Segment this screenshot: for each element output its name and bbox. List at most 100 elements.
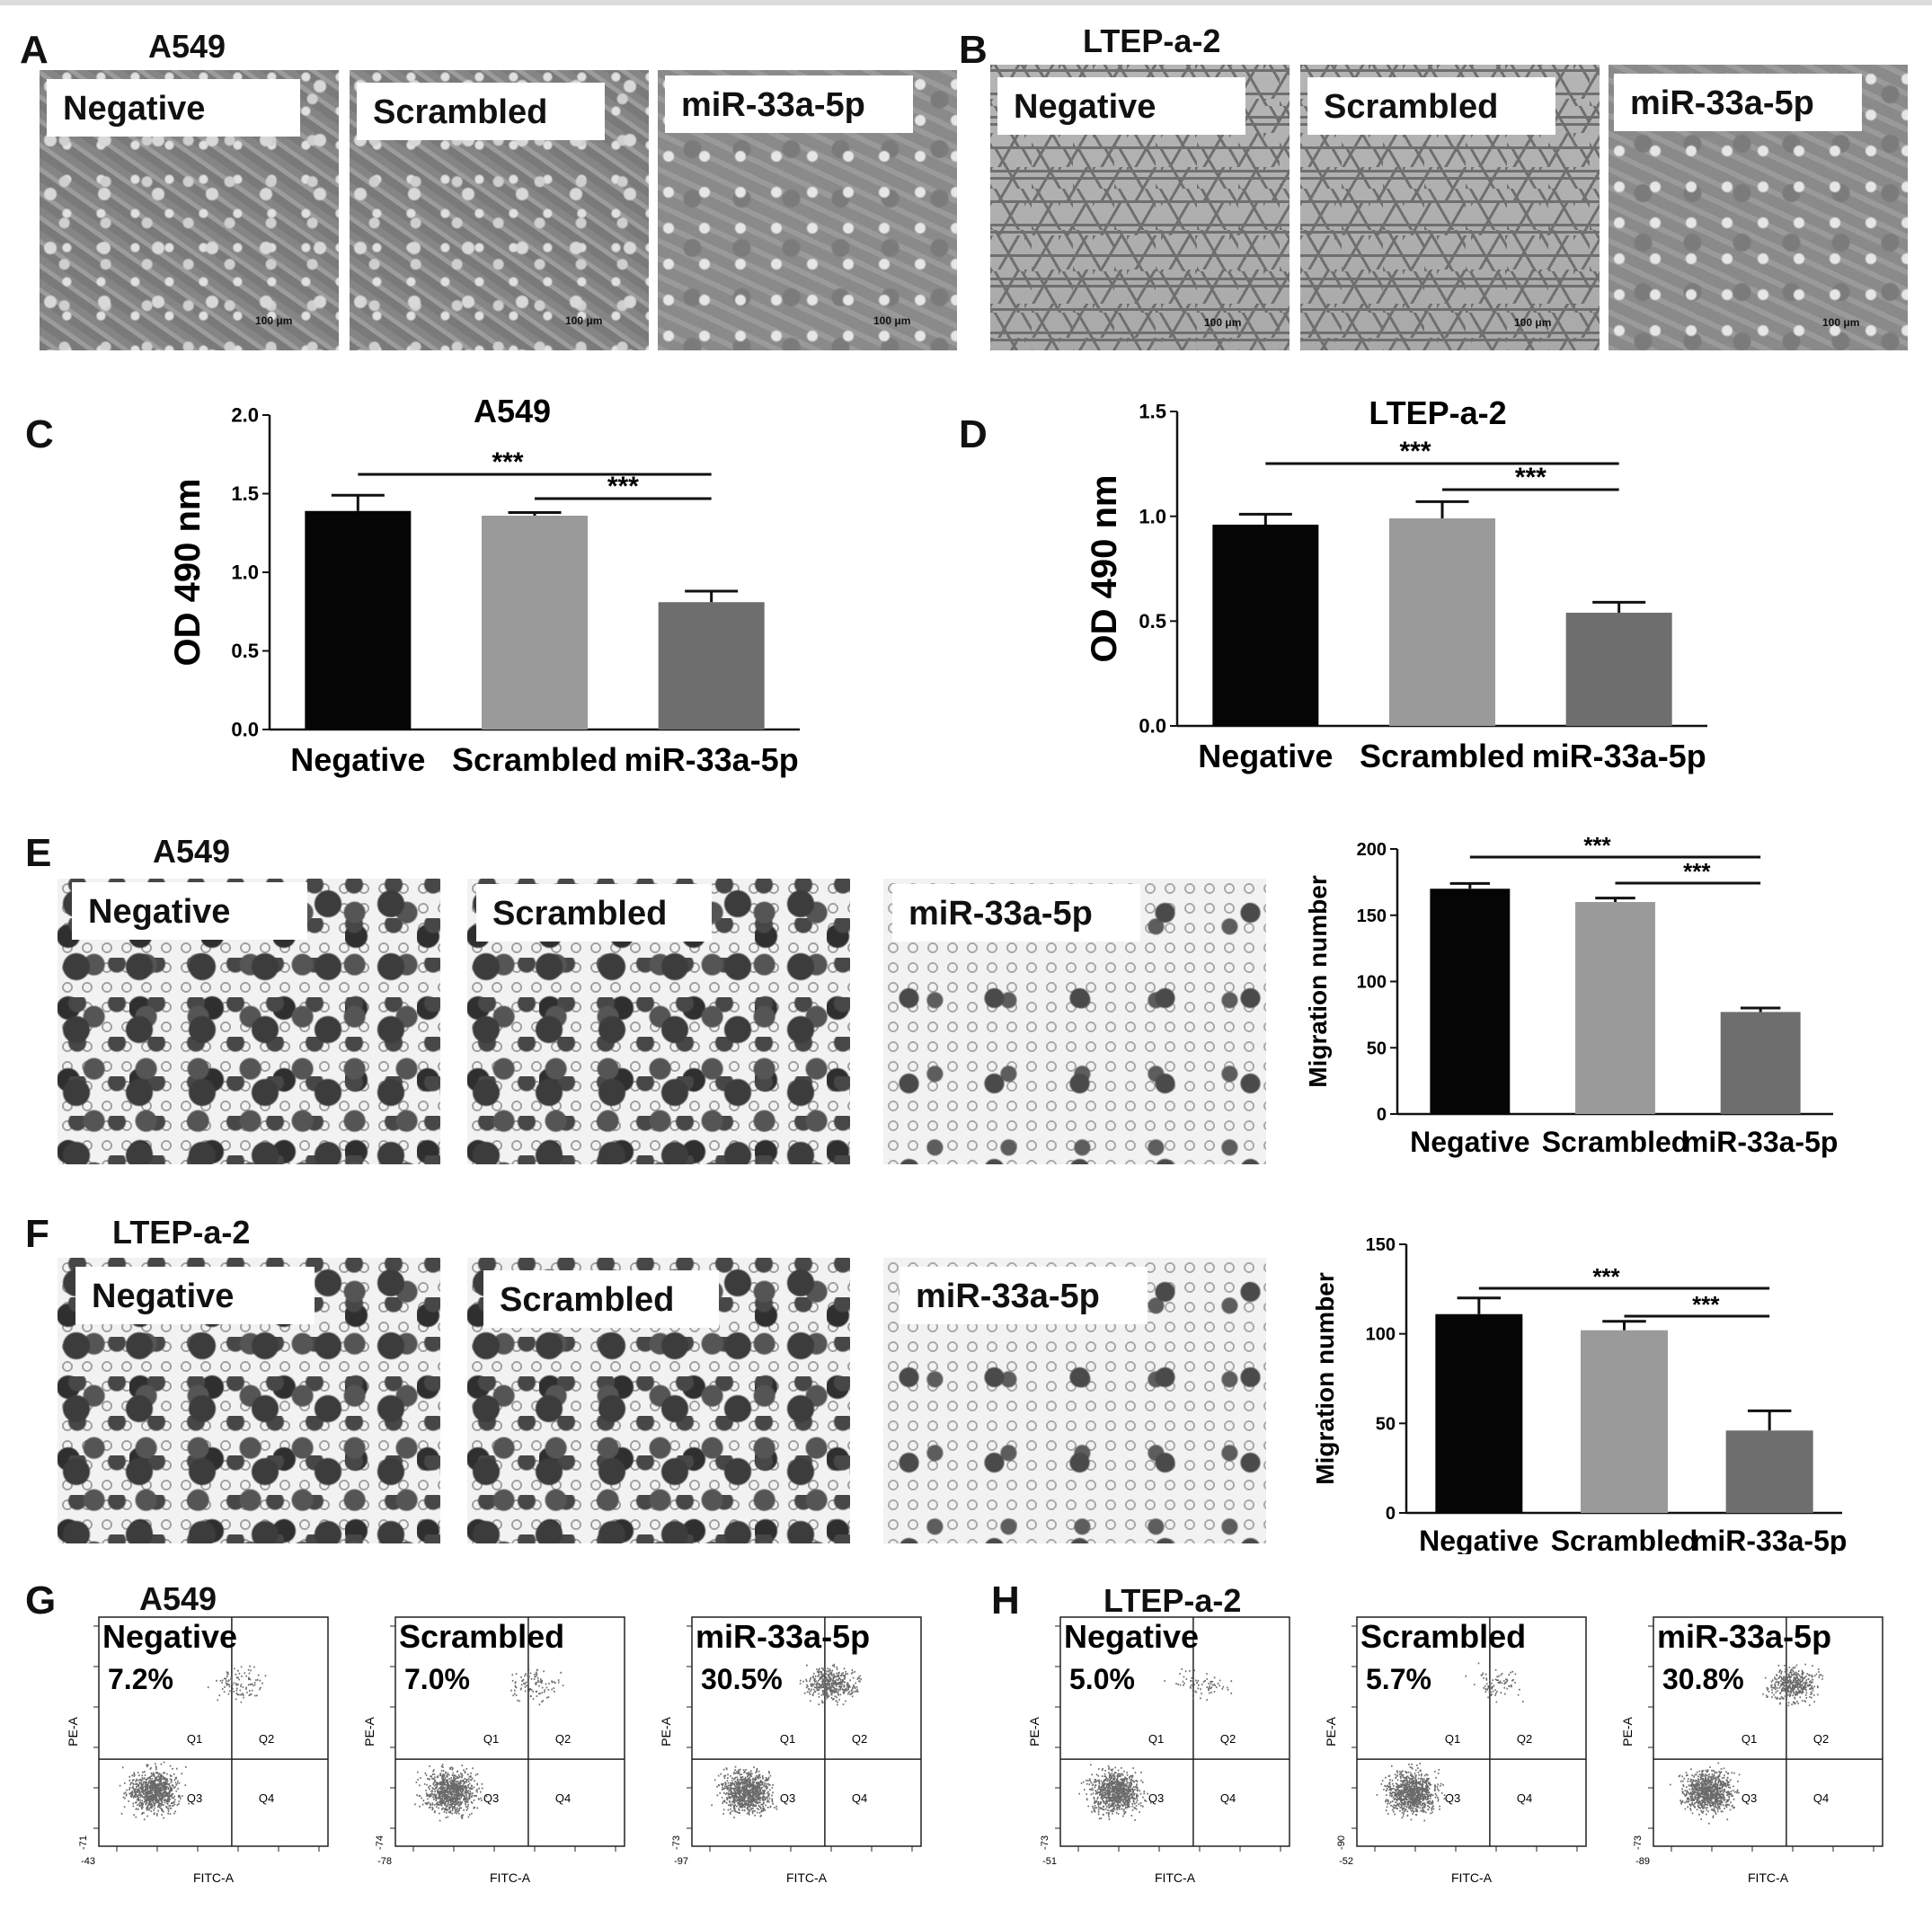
- quadrant-label: Q2: [1813, 1732, 1829, 1746]
- event-scatter: [1376, 1662, 1524, 1822]
- micrograph-b-scrambled: Scrambled 100 μm: [1300, 65, 1600, 350]
- y-tick-label: 50: [1376, 1414, 1396, 1434]
- y-axis-min: -74: [375, 1835, 386, 1850]
- quadrant-label: Q2: [852, 1732, 867, 1746]
- panel-letter-b: B: [959, 28, 988, 72]
- panel-e-cell-line: A549: [153, 833, 231, 870]
- bar-1: [1389, 518, 1495, 726]
- micrograph-b-negative: Negative 100 μm: [990, 65, 1289, 350]
- quadrant-label: Q1: [1445, 1732, 1460, 1746]
- y-tick-label: 0.0: [231, 719, 259, 741]
- chart-d-viability-ltepa2: 0.0 0.5 1.0 1.5 Negative Scrambled miR-33a-5p *…: [1085, 394, 1707, 774]
- image-label: miR-33a-5p: [900, 1267, 1148, 1324]
- y-axis-label: PE-A: [362, 1717, 377, 1746]
- panel-letter-e: E: [25, 831, 52, 875]
- y-tick-label: 100: [1357, 973, 1387, 993]
- x-axis-label: FITC-A: [490, 1870, 531, 1885]
- bar-2: [1565, 613, 1672, 726]
- apoptosis-rate: 7.0%: [404, 1663, 470, 1695]
- plot-frame: [691, 1616, 922, 1847]
- transwell-f-negative: Negative: [58, 1258, 440, 1543]
- category-label: Scrambled: [1360, 738, 1525, 774]
- y-axis-min: -73: [1040, 1835, 1050, 1850]
- scale-bar: 100 μm: [873, 314, 911, 327]
- category-label: Negative: [290, 741, 425, 778]
- panel-letter-h: H: [991, 1578, 1020, 1623]
- transwell-f-scrambled: Scrambled: [467, 1258, 850, 1543]
- transwell-e-negative: Negative: [58, 879, 440, 1164]
- panel-letter-d: D: [959, 412, 988, 456]
- apoptosis-rate: 30.5%: [701, 1663, 783, 1695]
- category-label: miR-33a-5p: [1532, 738, 1706, 774]
- significance-label: ***: [492, 447, 523, 477]
- bar-1: [482, 516, 588, 730]
- transwell-e-mir33a5p: miR-33a-5p: [883, 879, 1266, 1164]
- image-label: Negative: [75, 1267, 315, 1324]
- y-axis-min: -90: [1336, 1835, 1347, 1850]
- y-axis-label: Migration number: [1311, 1272, 1339, 1485]
- quadrant-label: Q2: [555, 1732, 571, 1746]
- quadrant-label: Q4: [1517, 1791, 1532, 1805]
- bar-2: [1725, 1430, 1813, 1513]
- x-axis-min: -89: [1635, 1856, 1650, 1867]
- x-axis-label: FITC-A: [786, 1870, 828, 1885]
- y-tick-label: 1.5: [231, 482, 259, 505]
- chart-title: A549: [474, 393, 551, 429]
- image-label: Scrambled: [476, 884, 712, 942]
- bar-2: [1720, 1012, 1801, 1114]
- image-label: Negative: [72, 882, 307, 940]
- panel-letter-c: C: [25, 412, 54, 456]
- y-tick-label: 0.5: [1139, 610, 1166, 632]
- quadrant-label: Q1: [1741, 1732, 1757, 1746]
- quadrant-label: Q1: [483, 1732, 499, 1746]
- micrograph-b-mir33a5p: miR-33a-5p 100 μm: [1609, 65, 1908, 350]
- x-axis-label: FITC-A: [1451, 1870, 1493, 1885]
- panel-g-cell-line: A549: [139, 1580, 217, 1617]
- apoptosis-rate: 30.8%: [1662, 1663, 1744, 1695]
- y-tick-label: 0.0: [1139, 715, 1166, 738]
- flow-plot-1: Q1 Q2 Q3 Q4 Scrambled 7.0% FITC-A PE-A -78 -74: [362, 1616, 625, 1885]
- panel-a-cell-line: A549: [148, 28, 226, 65]
- y-tick-label: 1.0: [1139, 505, 1166, 527]
- plot-title: miR-33a-5p: [1657, 1618, 1831, 1655]
- apoptosis-rate: 5.0%: [1069, 1663, 1135, 1695]
- plot-title: Negative: [1064, 1618, 1199, 1655]
- y-tick-label: 150: [1366, 1235, 1396, 1255]
- plot-title: Scrambled: [1360, 1618, 1526, 1655]
- significance-label: ***: [1583, 832, 1611, 859]
- quadrant-label: Q3: [1148, 1791, 1164, 1805]
- category-label: Scrambled: [1551, 1525, 1698, 1554]
- y-tick-label: 50: [1367, 1039, 1387, 1058]
- y-tick-label: 150: [1357, 906, 1387, 926]
- panel-letter-g: G: [25, 1578, 57, 1623]
- apoptosis-rate: 7.2%: [108, 1663, 173, 1695]
- quadrant-label: Q4: [852, 1791, 867, 1805]
- y-axis-label: PE-A: [1620, 1717, 1635, 1746]
- apoptosis-rate: 5.7%: [1366, 1663, 1431, 1695]
- quadrant-label: Q3: [483, 1791, 499, 1805]
- quadrant-label: Q2: [1517, 1732, 1532, 1746]
- plot-frame: [1059, 1616, 1290, 1847]
- y-axis-label: Migration number: [1304, 875, 1332, 1088]
- quadrant-label: Q2: [1220, 1732, 1236, 1746]
- y-axis-min: -71: [78, 1835, 89, 1850]
- scale-bar: 100 μm: [1204, 316, 1242, 329]
- quadrant-label: Q4: [1220, 1791, 1236, 1805]
- panel-h-cell-line: LTEP-a-2: [1103, 1582, 1242, 1619]
- quadrant-label: Q1: [1148, 1732, 1164, 1746]
- image-label: Scrambled: [357, 83, 605, 140]
- y-tick-label: 1.0: [231, 562, 259, 584]
- quadrant-label: Q4: [1813, 1791, 1829, 1805]
- y-tick-label: 0: [1386, 1504, 1396, 1524]
- transwell-f-mir33a5p: miR-33a-5p: [883, 1258, 1266, 1543]
- category-label: Negative: [1410, 1126, 1529, 1158]
- flow-plot-1: Q1 Q2 Q3 Q4 Scrambled 5.7% FITC-A PE-A -52 -90: [1324, 1616, 1587, 1885]
- y-axis-min: -73: [1633, 1835, 1644, 1850]
- quadrant-label: Q4: [259, 1791, 274, 1805]
- scale-bar: 100 μm: [255, 314, 293, 327]
- top-border: [0, 0, 1932, 5]
- significance-label: ***: [1692, 1291, 1720, 1318]
- micrograph-a-scrambled: Scrambled 100 μm: [350, 70, 649, 350]
- x-axis-min: -43: [81, 1856, 95, 1867]
